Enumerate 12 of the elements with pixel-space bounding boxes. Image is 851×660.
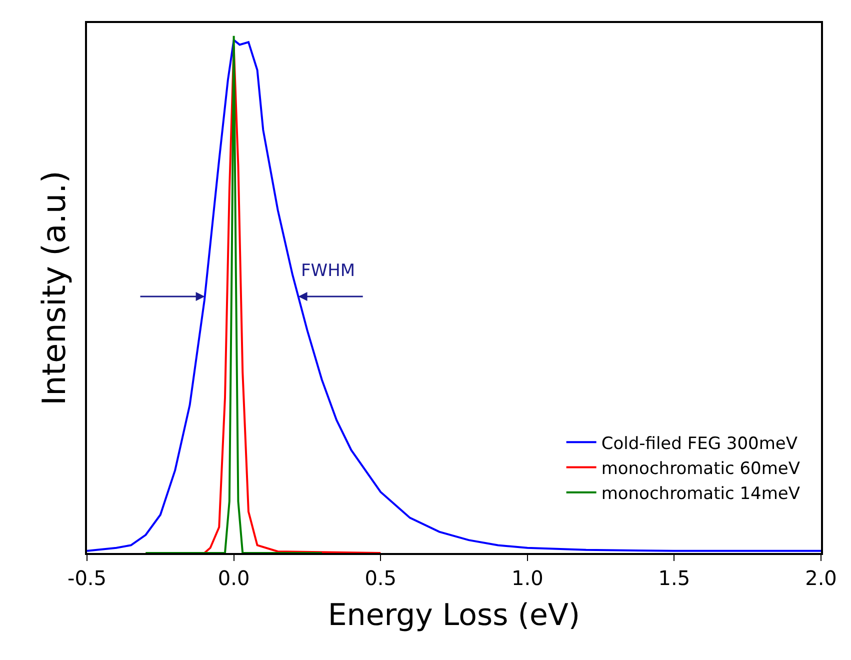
x-axis-title: Energy Loss (eV) — [328, 598, 580, 633]
x-tick-label: 1.0 — [511, 566, 544, 590]
x-tick-label: 2.0 — [805, 566, 837, 590]
y-axis-title: Intensity (a.u.) — [35, 170, 74, 406]
x-tick-label: 0.5 — [364, 566, 397, 590]
legend-label: monochromatic 60meV — [601, 458, 800, 479]
x-tick-label: 1.5 — [658, 566, 690, 590]
x-tick-label: 0.0 — [218, 566, 250, 590]
legend-label: Cold-filed FEG 300meV — [601, 434, 798, 454]
x-tick-label: -0.5 — [67, 566, 107, 590]
annotation: FWHM — [301, 261, 356, 281]
legend-label: monochromatic 14meV — [601, 484, 800, 504]
